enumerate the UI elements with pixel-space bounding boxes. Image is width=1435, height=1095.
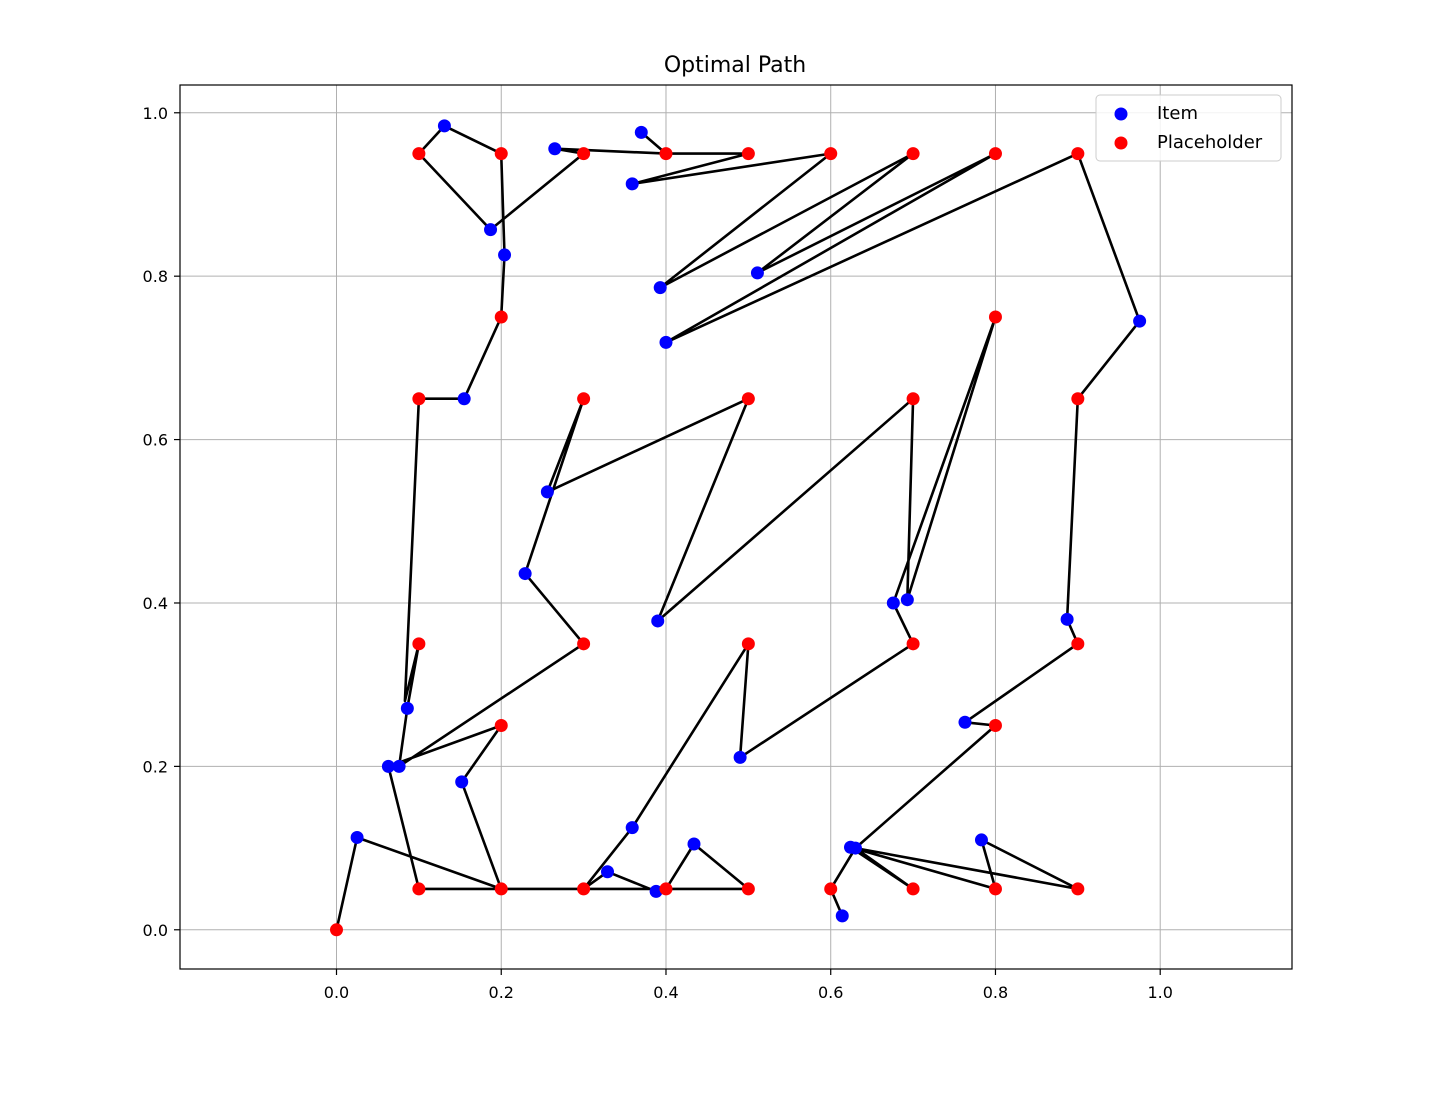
legend-marker-item (1114, 107, 1128, 121)
item-point (974, 833, 988, 847)
placeholder-point (741, 882, 755, 896)
placeholder-point (577, 147, 591, 161)
item-point (625, 177, 639, 191)
x-tick-label: 0.0 (324, 983, 349, 1002)
placeholder-point (412, 392, 426, 406)
item-point (886, 596, 900, 610)
placeholder-point (577, 882, 591, 896)
item-point (835, 909, 849, 923)
item-point (392, 759, 406, 773)
x-tick-label: 0.8 (983, 983, 1008, 1002)
axes-frame (179, 84, 1293, 970)
placeholder-point (1071, 392, 1085, 406)
placeholder-point (577, 392, 591, 406)
placeholder-point (330, 923, 344, 937)
placeholder-point (906, 882, 920, 896)
x-tick-label: 0.2 (489, 983, 514, 1002)
placeholder-point (906, 392, 920, 406)
legend-label-placeholder: Placeholder (1157, 132, 1263, 153)
placeholder-point (577, 637, 591, 651)
y-tick-label: 0.4 (143, 594, 168, 613)
item-point (687, 837, 701, 851)
placeholder-point (824, 147, 838, 161)
item-point (1060, 612, 1074, 626)
series-placeholder (330, 147, 1085, 937)
placeholder-point (412, 882, 426, 896)
placeholder-point (988, 310, 1002, 324)
placeholder-point (494, 882, 508, 896)
item-point (659, 335, 673, 349)
placeholder-point (494, 719, 508, 733)
item-point (900, 593, 914, 607)
item-point (381, 759, 395, 773)
item-point (958, 715, 972, 729)
data-points (330, 119, 1147, 937)
item-point (437, 119, 451, 133)
placeholder-point (824, 882, 838, 896)
item-point (634, 125, 648, 139)
placeholder-point (988, 147, 1002, 161)
item-point (498, 248, 512, 262)
item-point (733, 750, 747, 764)
placeholder-point (741, 637, 755, 651)
item-point (540, 485, 554, 499)
item-point (350, 830, 364, 844)
item-point (625, 821, 639, 835)
item-point (455, 775, 469, 789)
placeholder-point (906, 147, 920, 161)
placeholder-point (659, 147, 673, 161)
item-point (484, 223, 498, 237)
placeholder-point (412, 637, 426, 651)
legend: Item Placeholder (1095, 94, 1282, 162)
placeholder-point (412, 147, 426, 161)
y-tick-label: 1.0 (143, 104, 168, 123)
legend-label-item: Item (1157, 103, 1198, 124)
chart-title: Optimal Path (664, 53, 806, 78)
placeholder-point (494, 147, 508, 161)
placeholder-point (906, 637, 920, 651)
item-point (548, 142, 562, 156)
x-tick-label: 0.4 (653, 983, 678, 1002)
item-point (653, 281, 667, 295)
item-point (518, 567, 532, 581)
placeholder-point (659, 882, 673, 896)
item-point (848, 841, 862, 855)
x-tick-label: 0.6 (818, 983, 843, 1002)
item-point (400, 701, 414, 715)
series-item (350, 119, 1147, 923)
placeholder-point (1071, 147, 1085, 161)
y-tick-label: 0.6 (143, 431, 168, 450)
placeholder-point (494, 310, 508, 324)
item-point (1133, 314, 1147, 328)
item-point (457, 392, 471, 406)
placeholder-point (741, 392, 755, 406)
placeholder-point (988, 719, 1002, 733)
placeholder-point (1071, 637, 1085, 651)
placeholder-point (741, 147, 755, 161)
y-tick-label: 0.0 (143, 921, 168, 940)
placeholder-point (1071, 882, 1085, 896)
legend-marker-placeholder (1114, 136, 1128, 150)
item-point (651, 614, 665, 628)
placeholder-point (988, 882, 1002, 896)
y-tick-label: 0.8 (143, 267, 168, 286)
axis-ticks: 0.0 0.2 0.4 0.6 0.8 1.0 0.0 0.2 0.4 0.6 0.8 1.0 (143, 104, 1173, 1002)
x-tick-label: 1.0 (1147, 983, 1172, 1002)
item-point (601, 865, 615, 879)
legend-box (1095, 94, 1282, 162)
item-point (750, 266, 764, 280)
y-tick-label: 0.2 (143, 757, 168, 776)
item-point (649, 884, 663, 898)
grid-lines (180, 85, 1292, 969)
